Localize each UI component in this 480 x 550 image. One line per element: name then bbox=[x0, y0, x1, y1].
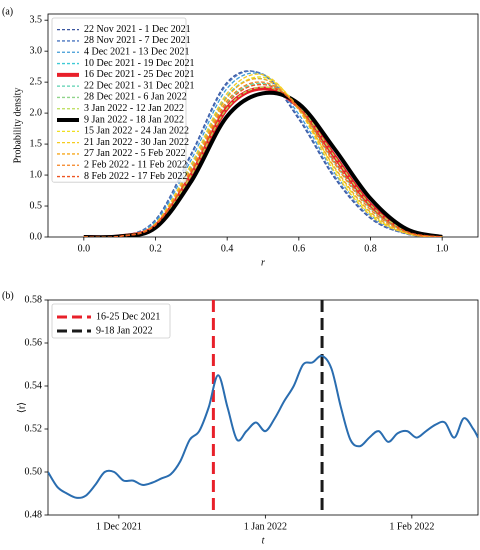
series-line bbox=[83, 72, 443, 237]
series-line bbox=[83, 76, 443, 237]
panel-label: (b) bbox=[2, 290, 14, 301]
plot-area bbox=[48, 300, 478, 515]
legend-label: 22 Dec 2021 - 31 Dec 2021 bbox=[84, 80, 195, 91]
series-line bbox=[83, 83, 443, 237]
x-tick-label: 1.0 bbox=[436, 243, 449, 254]
legend-label: 15 Jan 2022 - 24 Jan 2022 bbox=[84, 126, 189, 137]
y-tick-label: 3.0 bbox=[30, 45, 43, 56]
y-tick-label: 0.58 bbox=[25, 294, 43, 305]
x-tick-label: 0.2 bbox=[149, 243, 162, 254]
series-line bbox=[83, 90, 443, 237]
x-tick-label: 1 Jan 2022 bbox=[244, 521, 287, 532]
legend-label: 16-25 Dec 2021 bbox=[96, 311, 160, 322]
x-tick-label: 0.6 bbox=[293, 243, 306, 254]
series-line bbox=[83, 73, 443, 237]
y-axis-label: Probability density bbox=[12, 88, 23, 164]
y-tick-label: 3.5 bbox=[30, 14, 43, 25]
legend-label: 9 Jan 2022 - 18 Jan 2022 bbox=[84, 114, 184, 125]
legend-label: 3 Jan 2022 - 12 Jan 2022 bbox=[84, 103, 184, 114]
x-tick-label: 0.8 bbox=[364, 243, 377, 254]
legend-label: 28 Dec 2021 - 6 Jan 2022 bbox=[84, 92, 187, 103]
plot-area bbox=[83, 70, 443, 237]
x-axis-label: t bbox=[262, 535, 265, 546]
y-axis-label: ⟨r⟩ bbox=[16, 402, 27, 413]
legend-label: 10 Dec 2021 - 19 Dec 2021 bbox=[84, 58, 195, 69]
x-tick-label: 1 Dec 2021 bbox=[96, 521, 142, 532]
y-tick-label: 0.52 bbox=[25, 423, 43, 434]
y-tick-label: 0.50 bbox=[25, 466, 43, 477]
legend-label: 21 Jan 2022 - 30 Jan 2022 bbox=[84, 137, 189, 148]
y-tick-label: 2.0 bbox=[30, 107, 43, 118]
y-tick-label: 0.48 bbox=[25, 509, 43, 520]
y-tick-label: 2.5 bbox=[30, 76, 43, 87]
legend-label: 2 Feb 2022 - 11 Feb 2022 bbox=[84, 160, 187, 171]
legend-label: 22 Nov 2021 - 1 Dec 2021 bbox=[84, 24, 191, 35]
y-tick-label: 1.5 bbox=[30, 138, 43, 149]
y-tick-label: 0.56 bbox=[25, 337, 43, 348]
y-tick-label: 0.0 bbox=[30, 231, 43, 242]
panel-label: (a) bbox=[2, 6, 13, 17]
series-line bbox=[83, 83, 443, 237]
legend-box bbox=[51, 17, 187, 183]
legend-label: 28 Nov 2021 - 7 Dec 2021 bbox=[84, 35, 191, 46]
series-line bbox=[83, 77, 443, 237]
y-tick-label: 1.0 bbox=[30, 169, 43, 180]
x-tick-label: 0.4 bbox=[221, 243, 234, 254]
plot-frame bbox=[47, 13, 479, 238]
series-line bbox=[83, 81, 443, 237]
legend-label: 9-18 Jan 2022 bbox=[96, 325, 153, 336]
legend-label: 4 Dec 2021 - 13 Dec 2021 bbox=[84, 47, 190, 58]
y-tick-label: 0.54 bbox=[25, 380, 43, 391]
legend-label: 8 Feb 2022 - 17 Feb 2022 bbox=[84, 171, 187, 182]
y-tick-label: 0.5 bbox=[30, 200, 43, 211]
plot-frame bbox=[47, 299, 479, 516]
x-tick-label: 1 Feb 2022 bbox=[389, 521, 434, 532]
legend-label: 16 Dec 2021 - 25 Dec 2021 bbox=[84, 69, 195, 80]
x-tick-label: 0.0 bbox=[78, 243, 91, 254]
legend-label: 27 Jan 2022 - 5 Feb 2022 bbox=[84, 148, 186, 159]
x-axis-label: r bbox=[261, 257, 265, 268]
series-line bbox=[48, 354, 478, 499]
